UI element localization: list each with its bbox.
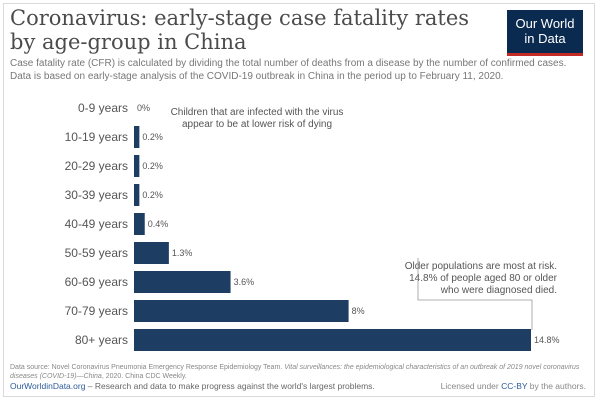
category-label: 0-9 years bbox=[78, 101, 128, 115]
category-label: 20-29 years bbox=[65, 159, 128, 173]
page-title: Coronavirus: early-stage case fatality r… bbox=[10, 6, 470, 54]
bar[interactable] bbox=[134, 213, 145, 235]
license-suffix: by the authors. bbox=[527, 381, 586, 391]
license-prefix: Licensed under bbox=[440, 381, 502, 391]
bar[interactable] bbox=[134, 126, 140, 148]
value-label: 0% bbox=[137, 103, 150, 113]
bar[interactable] bbox=[134, 242, 169, 264]
subtitle-line-1: Case fatality rate (CFR) is calculated b… bbox=[10, 58, 567, 69]
category-label: 40-49 years bbox=[65, 217, 128, 231]
annotation-old-line-1: Older populations are most at risk. bbox=[405, 261, 557, 272]
category-label: 60-69 years bbox=[65, 275, 128, 289]
bar[interactable] bbox=[134, 271, 231, 293]
value-label: 3.6% bbox=[234, 277, 255, 287]
owid-tagline-text: – Research and data to make progress aga… bbox=[85, 381, 375, 391]
bars-group: 0-9 years 0% 10-19 years 0.2% 20-29 years 0.2… bbox=[65, 101, 560, 351]
bar[interactable] bbox=[134, 329, 531, 351]
owid-link[interactable]: OurWorldinData.org bbox=[10, 381, 86, 391]
annotation-young-line-2: appear to be at lower risk of dying bbox=[182, 119, 332, 130]
chart-frame bbox=[3, 3, 595, 397]
value-label: 0.4% bbox=[148, 219, 169, 229]
annotations-group: Children that are infected with the viru… bbox=[171, 107, 558, 330]
subtitle-line-2: Data is based on early-stage analysis of… bbox=[10, 70, 504, 82]
annotation-old-leader-line bbox=[417, 258, 533, 330]
logo-line-2: in Data bbox=[524, 31, 566, 46]
source-title: Vital surveillances: the epidemiological… bbox=[284, 364, 580, 371]
license-link[interactable]: CC-BY bbox=[501, 381, 528, 391]
category-label: 80+ years bbox=[75, 333, 128, 347]
category-label: 50-59 years bbox=[65, 246, 128, 260]
logo-line-1: Our World bbox=[515, 16, 575, 31]
value-label: 14.8% bbox=[534, 335, 560, 345]
license-note: Licensed under CC-BY by the authors. bbox=[441, 381, 586, 391]
value-label: 1.3% bbox=[172, 248, 193, 258]
value-label: 0.2% bbox=[142, 132, 163, 142]
value-label: 8% bbox=[352, 306, 365, 316]
chart-subtitle: Case fatality rate (CFR) is calculated b… bbox=[10, 58, 570, 83]
data-source-note: Data source: Novel Coronavirus Pneumonia… bbox=[10, 363, 590, 381]
owid-logo[interactable]: Our World in Data bbox=[507, 10, 583, 56]
category-label: 10-19 years bbox=[65, 130, 128, 144]
bar[interactable] bbox=[134, 184, 140, 206]
bar[interactable] bbox=[134, 155, 140, 177]
source-journal: , 2020. China CDC Weekly. bbox=[101, 373, 187, 380]
category-label: 70-79 years bbox=[65, 304, 128, 318]
source-title-cont: diseases (COVID-19)—China bbox=[10, 373, 102, 380]
annotation-old-line-3: who were diagnosed died. bbox=[440, 285, 557, 296]
annotation-old-line-2: 14.8% of people aged 80 or older bbox=[409, 273, 558, 284]
source-prefix: Data source: Novel Coronavirus Pneumonia… bbox=[10, 364, 283, 371]
annotation-young-line-1: Children that are infected with the viru… bbox=[171, 107, 344, 118]
owid-tagline: OurWorldinData.org – Research and data t… bbox=[10, 381, 375, 391]
category-label: 30-39 years bbox=[65, 188, 128, 202]
bar[interactable] bbox=[134, 300, 349, 322]
value-label: 0.2% bbox=[142, 161, 163, 171]
value-label: 0.2% bbox=[142, 190, 163, 200]
